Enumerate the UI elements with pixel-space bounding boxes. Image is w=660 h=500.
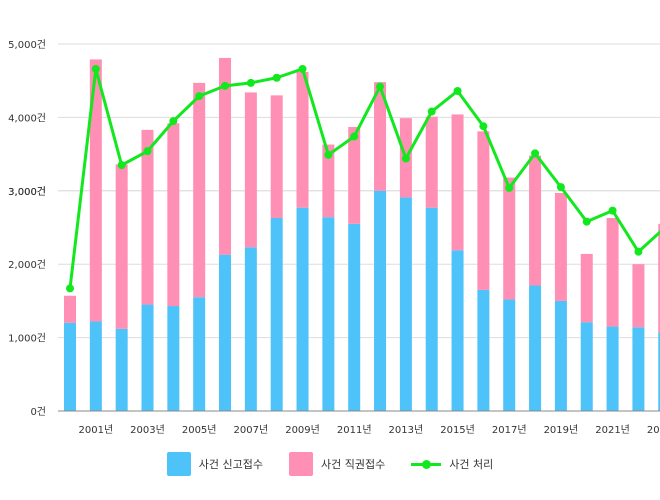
x-tick-label: 2019년 (544, 424, 579, 436)
bar-ex-officio (297, 72, 309, 208)
bar-report (167, 306, 179, 411)
point-processed (634, 248, 642, 256)
point-processed (195, 92, 203, 100)
bar-report (374, 191, 386, 411)
legend-swatch-ex-officio (289, 452, 313, 476)
legend: 사건 신고접수 사건 직권접수 사건 처리 (0, 452, 660, 476)
point-processed (531, 149, 539, 157)
legend-item-ex-officio[interactable]: 사건 직권접수 (289, 452, 385, 476)
point-processed (66, 284, 74, 292)
y-tick-label: 4,000건 (8, 112, 46, 124)
bar-report (245, 247, 257, 411)
bar-ex-officio (607, 218, 619, 327)
point-processed (273, 74, 281, 82)
point-processed (324, 151, 332, 159)
bar-ex-officio (426, 117, 438, 208)
point-processed (350, 132, 358, 140)
x-tick-label: 2013년 (389, 424, 424, 436)
bar-report (348, 224, 360, 411)
line-processed (70, 69, 660, 288)
y-tick-label: 1,000건 (8, 333, 46, 345)
bar-ex-officio (555, 193, 567, 301)
bar-report (581, 322, 593, 411)
y-tick-label: 2,000건 (8, 259, 46, 271)
bar-report (322, 217, 334, 411)
bar-ex-officio (167, 123, 179, 306)
point-processed (609, 207, 617, 215)
bar-ex-officio (116, 164, 128, 328)
bar-report (271, 218, 283, 411)
legend-label-processed: 사건 처리 (449, 456, 493, 472)
bar-ex-officio (142, 130, 154, 305)
bar-report (193, 297, 205, 411)
bar-report (64, 323, 76, 411)
bar-ex-officio (64, 296, 76, 323)
bar-ex-officio (193, 83, 205, 297)
legend-label-ex-officio: 사건 직권접수 (321, 456, 385, 472)
bar-ex-officio (581, 254, 593, 322)
bar-layer (64, 58, 660, 411)
point-processed (221, 82, 229, 90)
x-tick-label: 2003년 (130, 424, 165, 436)
bar-report (607, 327, 619, 411)
bar-report (142, 305, 154, 411)
bar-ex-officio (529, 156, 541, 286)
x-tick-label: 2009년 (285, 424, 320, 436)
x-tick-label: 2011년 (337, 424, 372, 436)
y-tick-label: 3,000건 (8, 186, 46, 198)
point-processed (376, 83, 384, 91)
bar-report (400, 197, 412, 411)
point-processed (299, 65, 307, 73)
bar-report (503, 299, 515, 411)
legend-item-report[interactable]: 사건 신고접수 (167, 452, 263, 476)
point-processed (428, 108, 436, 116)
bar-ex-officio (452, 114, 464, 250)
bar-report (477, 290, 489, 411)
legend-item-processed[interactable]: 사건 처리 (411, 456, 493, 472)
y-tick-label: 5,000건 (8, 39, 46, 51)
bar-report (632, 327, 644, 411)
legend-label-report: 사건 신고접수 (199, 456, 263, 472)
x-tick-label: 2015년 (440, 424, 475, 436)
bar-report (297, 208, 309, 411)
line-layer (66, 65, 660, 292)
chart-svg: 0건1,000건2,000건3,000건3,000건4,000건5,000건20… (0, 0, 660, 450)
point-processed (479, 122, 487, 130)
legend-swatch-processed (411, 457, 441, 471)
bar-report (555, 301, 567, 411)
point-processed (92, 65, 100, 73)
x-tick-label: 2001년 (79, 424, 114, 436)
bar-ex-officio (632, 264, 644, 327)
point-processed (118, 161, 126, 169)
bar-ex-officio (477, 131, 489, 290)
bar-report (116, 329, 128, 411)
point-processed (583, 218, 591, 226)
legend-swatch-report (167, 452, 191, 476)
bar-report (529, 285, 541, 411)
x-tick-label: 2017년 (492, 424, 527, 436)
bar-report (90, 321, 102, 411)
bar-ex-officio (245, 92, 257, 247)
point-processed (454, 87, 462, 95)
bar-report (426, 208, 438, 411)
x-tick-label: 2005년 (182, 424, 217, 436)
point-processed (247, 79, 255, 87)
bar-ex-officio (348, 127, 360, 224)
point-processed (402, 155, 410, 163)
point-processed (144, 147, 152, 155)
point-processed (557, 183, 565, 191)
x-tick-label: 2007년 (234, 424, 269, 436)
x-tick-label: 2021년 (595, 424, 630, 436)
y-tick-label: 0건 (30, 406, 46, 418)
point-processed (169, 117, 177, 125)
x-tick-label: 2023년 (647, 424, 660, 436)
point-processed (505, 184, 513, 192)
bar-report (219, 255, 231, 411)
bar-ex-officio (503, 178, 515, 300)
bar-report (452, 250, 464, 411)
bar-ex-officio (271, 95, 283, 218)
